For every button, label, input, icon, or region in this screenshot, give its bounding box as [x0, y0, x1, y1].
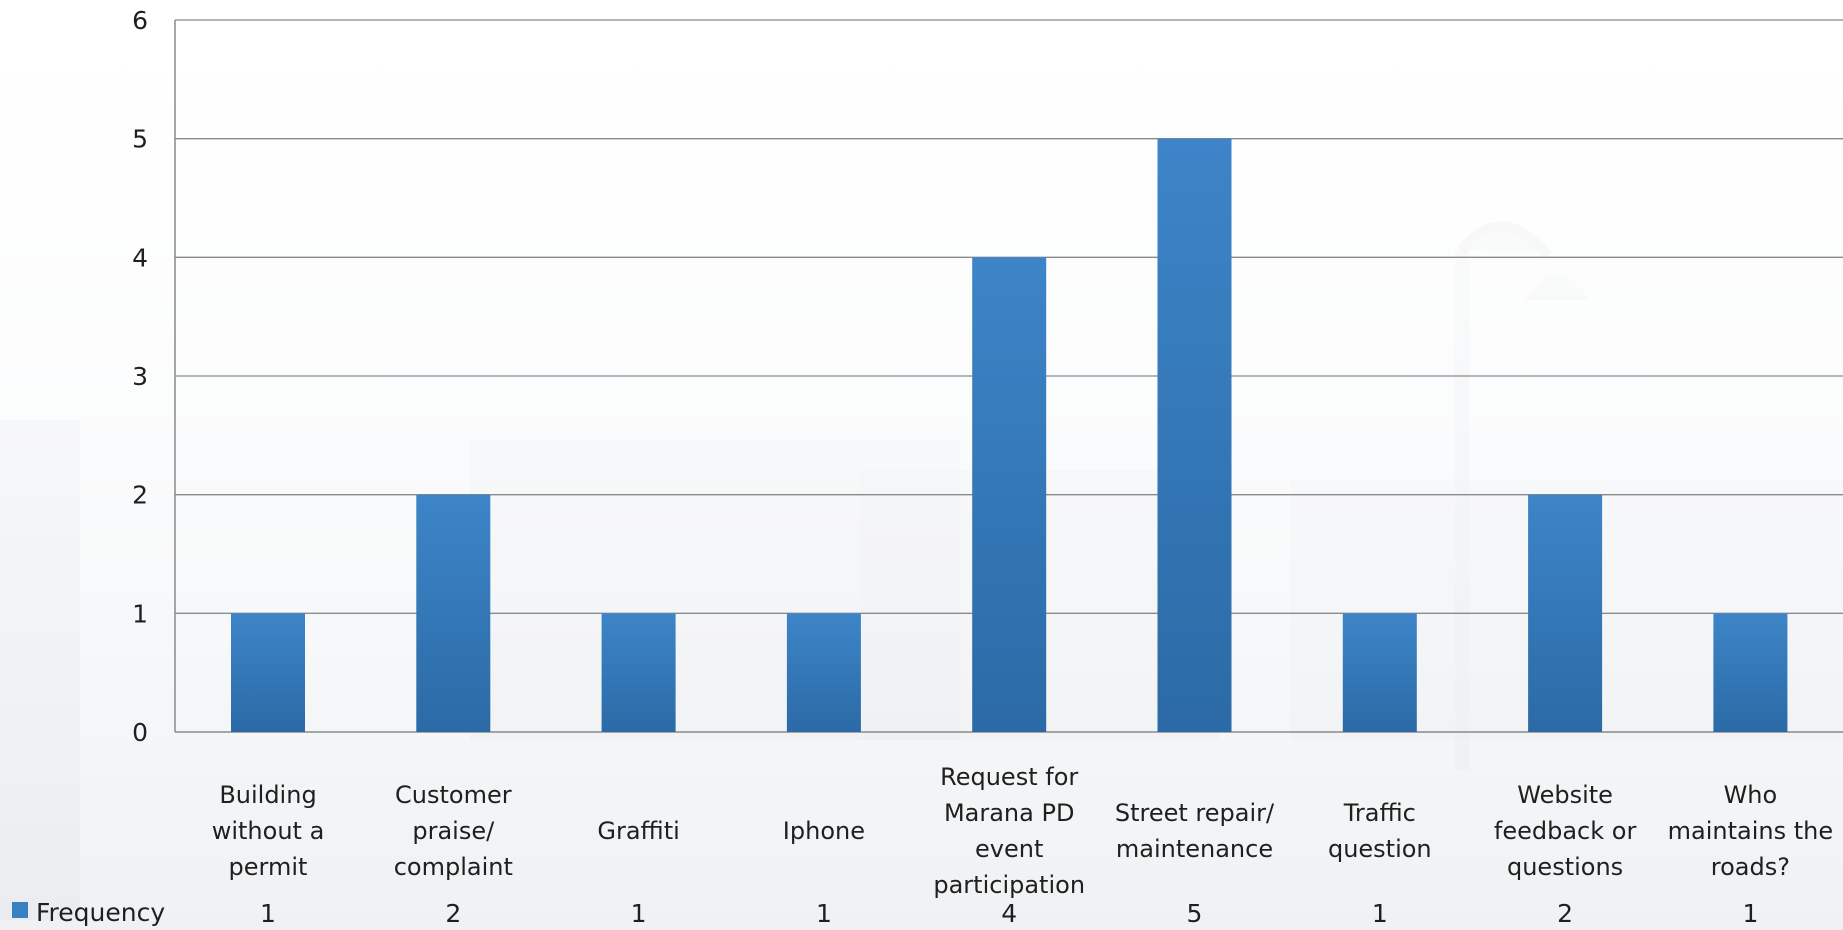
- category-label: Marana PD: [944, 799, 1075, 827]
- bar: [601, 613, 676, 732]
- category-label: feedback or: [1494, 817, 1637, 845]
- bar: [1713, 613, 1788, 732]
- category-label: Customer: [395, 781, 512, 809]
- category-label: praise/: [412, 817, 495, 845]
- bar: [416, 494, 491, 732]
- y-tick-label: 1: [132, 599, 148, 628]
- data-table-value: 1: [816, 899, 832, 928]
- bar: [231, 613, 305, 732]
- category-label: maintains the: [1668, 817, 1833, 845]
- y-tick-label: 5: [132, 125, 148, 154]
- legend-series-name: Frequency: [36, 898, 165, 927]
- category-label: permit: [229, 853, 308, 881]
- data-table-value: 2: [445, 899, 461, 928]
- category-labels: Building without a permit Customer praise/co…: [212, 763, 1833, 899]
- legend-swatch: [12, 902, 28, 918]
- category-label: questions: [1507, 853, 1623, 881]
- data-table: Frequency 1 2 1 1 4 5 1 2 1: [12, 898, 1758, 928]
- data-table-value: 5: [1187, 899, 1203, 928]
- category-label: question: [1328, 835, 1432, 863]
- category-label: Iphone: [783, 817, 865, 845]
- data-table-value: 1: [1742, 899, 1758, 928]
- bars: [231, 138, 1788, 732]
- category-label: maintenance: [1116, 835, 1273, 863]
- category-label: participation: [933, 871, 1085, 899]
- category-label: without a: [212, 817, 325, 845]
- data-table-value: 4: [1001, 899, 1017, 928]
- category-label: Website: [1517, 781, 1613, 809]
- category-label: Traffic: [1343, 799, 1416, 827]
- bar: [786, 613, 861, 732]
- y-tick-label: 2: [132, 481, 148, 510]
- category-label: event: [975, 835, 1043, 863]
- data-table-value: 1: [631, 899, 647, 928]
- bar: [1528, 494, 1603, 732]
- category-label: Street repair/: [1115, 799, 1275, 827]
- category-label: complaint: [394, 853, 513, 881]
- y-tick-label: 3: [132, 362, 148, 391]
- bar: [972, 257, 1047, 732]
- data-table-value: 2: [1557, 899, 1573, 928]
- category-label: roads?: [1711, 853, 1790, 881]
- data-table-value: 1: [260, 899, 276, 928]
- y-tick-label: 0: [132, 718, 148, 747]
- y-tick-label: 6: [132, 6, 148, 35]
- category-label: Request for: [940, 763, 1078, 791]
- bar: [1342, 613, 1417, 732]
- y-tick-label: 4: [132, 243, 148, 272]
- bar: [1157, 138, 1232, 732]
- y-axis-ticks: 0 1 2 3 4 5 6: [132, 6, 148, 747]
- category-label: Building: [219, 781, 316, 809]
- data-table-value: 1: [1372, 899, 1388, 928]
- category-label: Graffiti: [597, 817, 679, 845]
- category-label: Who: [1724, 781, 1778, 809]
